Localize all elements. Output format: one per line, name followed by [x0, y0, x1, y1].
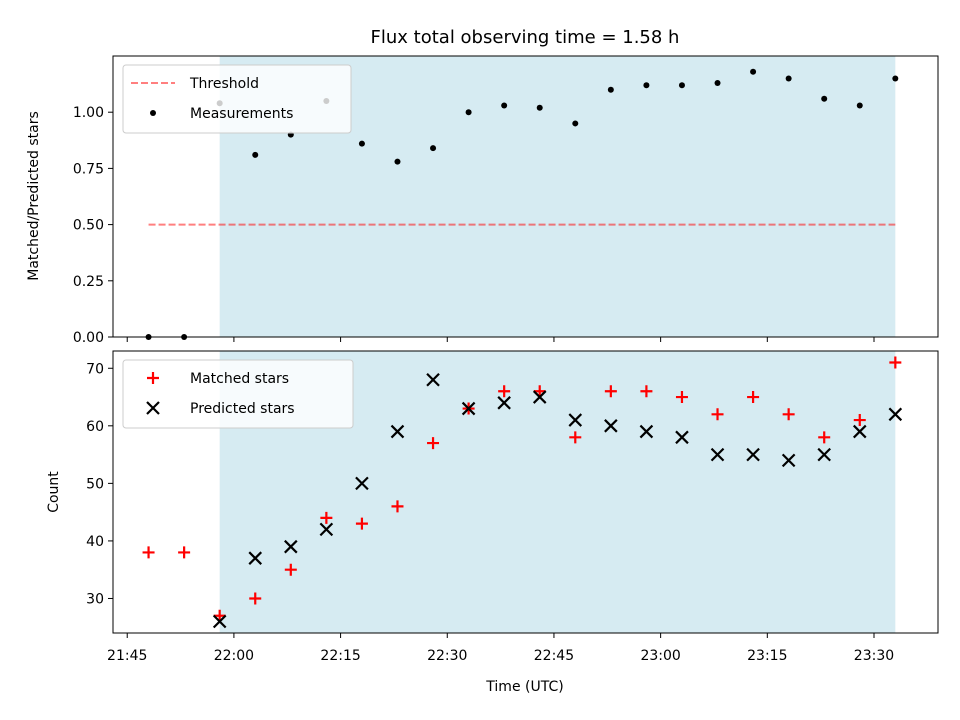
predicted-stars-point — [888, 407, 903, 422]
measurement-point — [430, 145, 437, 152]
y-tick-label: 50 — [86, 476, 104, 492]
matched-stars-point — [569, 431, 582, 444]
matched-stars-point — [498, 385, 511, 398]
x-tick-label: 23:00 — [640, 648, 680, 664]
y-tick-label: 0.25 — [73, 274, 104, 290]
legend-box — [122, 359, 354, 429]
matched-stars-point — [889, 356, 902, 369]
matched-stars-point — [711, 408, 724, 421]
legend-label: Predicted stars — [190, 401, 295, 417]
y-tick-label: 70 — [86, 361, 104, 377]
series-predicted-stars — [212, 372, 903, 629]
legend-predicted-swatch — [146, 401, 160, 415]
measurement-point — [394, 158, 401, 165]
measurement-point — [465, 109, 472, 116]
predicted-stars-point — [781, 453, 796, 468]
measurement-point — [607, 86, 614, 93]
legend: Threshold Measurements — [122, 64, 352, 134]
predicted-stars-point — [604, 419, 618, 433]
matched-stars-point — [320, 511, 333, 524]
measurement-point — [643, 82, 650, 89]
matched-stars-point — [747, 391, 760, 404]
plot-frame — [112, 350, 939, 634]
x-tick-label: 22:00 — [214, 648, 254, 664]
legend-label: Threshold — [189, 76, 259, 92]
measurement-point — [536, 104, 543, 111]
matched-stars-point — [640, 385, 653, 398]
y-tick-label: 0.00 — [73, 330, 104, 346]
predicted-stars-point — [497, 396, 511, 410]
y-tick-label: 0.50 — [73, 218, 104, 234]
x-tick-label: 21:45 — [107, 648, 147, 664]
legend-measurements-swatch — [150, 110, 156, 116]
measurement-point — [572, 120, 579, 127]
x-tick-label: 22:45 — [534, 648, 574, 664]
matched-stars-point — [782, 408, 795, 421]
legend-label: Matched stars — [190, 371, 289, 387]
predicted-stars-point — [568, 413, 583, 427]
x-axis-label: Time (UTC) — [485, 679, 563, 695]
y-tick-label: 1.00 — [73, 105, 104, 121]
measurement-point — [785, 75, 792, 82]
y-tick-label: 40 — [86, 534, 104, 550]
predicted-stars-point — [746, 447, 760, 462]
predicted-stars-point — [284, 539, 298, 554]
predicted-stars-point — [319, 522, 334, 537]
series-matched-stars — [142, 356, 902, 622]
matched-stars-point — [142, 546, 155, 559]
predicted-stars-point — [532, 390, 547, 404]
matched-stars-point — [818, 431, 831, 444]
chart-title: Flux total observing time = 1.58 h — [371, 27, 680, 48]
matched-stars-point — [213, 609, 226, 622]
measurement-point — [252, 151, 259, 158]
legend-label: Measurements — [190, 106, 293, 122]
x-tick-label: 23:30 — [854, 648, 894, 664]
predicted-stars-point — [817, 447, 831, 462]
matched-stars-point — [391, 500, 404, 513]
measurement-point — [714, 79, 721, 86]
matched-stars-point — [427, 437, 440, 450]
legend-matched-swatch — [147, 372, 159, 384]
panel-count: 30 40 50 60 70 21:45 22:00 22:15 22:30 22:45 23:00… — [86, 350, 939, 664]
predicted-stars-point — [639, 424, 654, 439]
y-tick-label: 60 — [86, 419, 104, 435]
matched-stars-point — [604, 385, 617, 398]
y-tick-label: 0.75 — [73, 161, 104, 177]
matched-stars-point — [178, 546, 191, 559]
measurement-point — [892, 75, 899, 82]
predicted-stars-point — [390, 424, 405, 439]
predicted-stars-point — [675, 430, 689, 445]
matched-stars-point — [249, 592, 262, 605]
y-tick-label: 30 — [86, 591, 104, 607]
plot-frame — [112, 55, 939, 338]
predicted-stars-point — [212, 614, 227, 629]
predicted-stars-point — [461, 401, 476, 416]
matched-stars-point — [853, 414, 866, 427]
predicted-stars-point — [248, 551, 263, 565]
predicted-stars-point — [355, 476, 369, 491]
y-axis-label-count: Count — [46, 471, 62, 513]
measurement-point — [856, 102, 863, 109]
x-tick-label: 23:15 — [747, 648, 787, 664]
legend: Matched stars Predicted stars — [122, 359, 354, 429]
y-axis-label-ratio: Matched/Predicted stars — [26, 111, 42, 281]
matched-stars-point — [675, 391, 688, 404]
predicted-stars-point — [852, 424, 867, 439]
measurement-point — [678, 82, 685, 89]
x-tick-label: 22:15 — [320, 648, 360, 664]
panel-ratio: 0.00 0.25 0.50 0.75 1.00 Threshold Measurement… — [73, 55, 939, 346]
predicted-stars-point — [426, 372, 440, 387]
measurement-point — [358, 140, 365, 147]
predicted-stars-point — [710, 447, 725, 462]
matched-stars-point — [284, 563, 297, 576]
x-tick-label: 22:30 — [427, 648, 467, 664]
measurement-point — [821, 95, 828, 102]
matched-stars-point — [355, 517, 368, 530]
matched-stars-point — [533, 385, 546, 398]
measurement-point — [750, 68, 757, 75]
legend-box — [122, 64, 352, 134]
measurement-point — [501, 102, 508, 109]
